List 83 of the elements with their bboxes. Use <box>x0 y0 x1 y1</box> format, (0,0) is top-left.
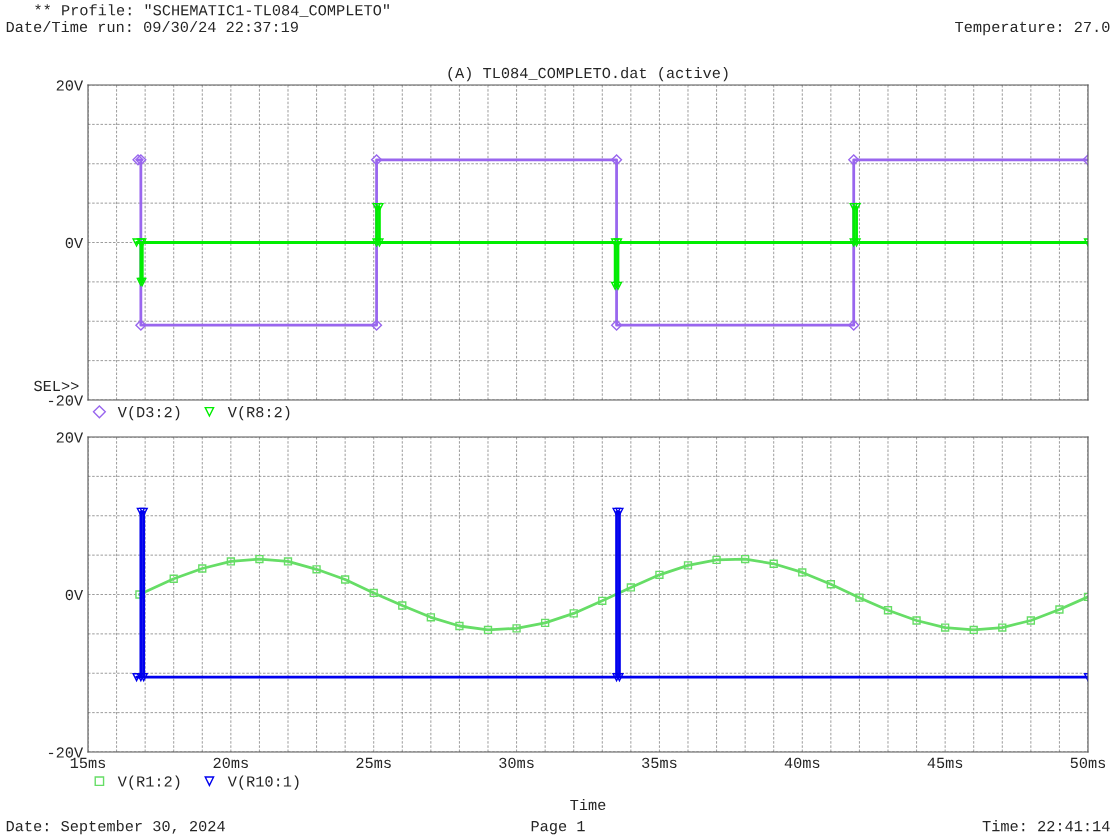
x-tick-label: 25ms <box>356 757 391 769</box>
point <box>712 555 721 565</box>
point <box>610 281 620 290</box>
x-tick-label: 20ms <box>213 757 248 769</box>
point <box>132 673 141 682</box>
point <box>540 618 550 628</box>
point <box>610 154 623 166</box>
point <box>615 673 624 682</box>
point <box>169 574 178 583</box>
point <box>855 593 864 602</box>
point <box>610 319 623 331</box>
text: ** Profile: "SCHEMATIC1-TL084_COMPLETO" <box>35 4 389 17</box>
text: SEL>> <box>34 380 79 392</box>
point <box>769 559 778 568</box>
legend-label: V(R8:2) <box>227 406 290 421</box>
y-tick-label: -20V <box>48 395 84 406</box>
text: Date: September 30, 2024 <box>6 820 225 835</box>
point <box>226 557 236 566</box>
point <box>312 565 321 574</box>
point <box>798 568 807 577</box>
y-tick-label: 0V <box>65 237 84 249</box>
point <box>615 507 624 516</box>
x-tick-label: 35ms <box>642 757 677 769</box>
point <box>848 319 860 331</box>
point <box>683 561 693 570</box>
x-tick-label: 50ms <box>1070 757 1106 769</box>
x-axis-title: Time <box>570 798 606 811</box>
point <box>1026 616 1036 625</box>
text: Temperature: 27.0 <box>955 21 1110 36</box>
point <box>598 596 607 605</box>
point <box>883 606 893 615</box>
point <box>198 564 207 573</box>
legend-label: V(D3:2) <box>117 406 180 421</box>
point <box>398 601 407 610</box>
y-tick-label: 20V <box>56 432 84 443</box>
point <box>969 625 978 635</box>
point <box>426 613 436 622</box>
x-tick-label: 40ms <box>784 757 820 769</box>
point <box>375 238 384 247</box>
y-tick-label: 0V <box>65 589 84 601</box>
point <box>613 238 623 247</box>
point <box>340 575 350 584</box>
point <box>848 154 860 166</box>
x-tick-label: 15ms <box>70 757 106 769</box>
point <box>136 507 146 516</box>
legend-label: V(R10:1) <box>227 775 299 790</box>
point <box>655 570 664 579</box>
text: Page 1 <box>531 821 585 835</box>
point <box>849 202 858 212</box>
point <box>255 554 264 564</box>
point <box>569 609 578 618</box>
point <box>369 588 378 598</box>
y-tick-label: 20V <box>56 80 84 91</box>
point <box>370 319 383 331</box>
point <box>626 583 636 592</box>
legend-label: V(R1:2) <box>117 775 180 790</box>
point <box>612 673 621 682</box>
point <box>370 154 383 166</box>
point <box>612 507 621 516</box>
point <box>912 616 921 625</box>
point <box>139 507 148 516</box>
text: Date/Time run: 09/30/24 22:37:19 <box>6 20 298 33</box>
point <box>512 624 521 633</box>
point <box>372 202 381 212</box>
point <box>283 557 293 566</box>
x-tick-label: 45ms <box>927 757 963 769</box>
point <box>375 202 384 212</box>
x-tick-label: 30ms <box>499 757 534 769</box>
point <box>852 238 861 247</box>
point <box>826 580 836 589</box>
point <box>483 625 493 635</box>
point <box>132 238 141 247</box>
y-tick-label: -20V <box>48 747 84 758</box>
point <box>740 554 750 564</box>
point <box>455 621 464 631</box>
point <box>998 623 1007 632</box>
point <box>613 281 623 290</box>
point <box>135 319 147 331</box>
chart-title: (A) TL084_COMPLETO.dat (active) <box>448 66 728 82</box>
point <box>940 623 950 632</box>
point <box>1055 605 1064 614</box>
point <box>372 238 381 247</box>
text: Time: 22:41:14 <box>982 820 1110 832</box>
